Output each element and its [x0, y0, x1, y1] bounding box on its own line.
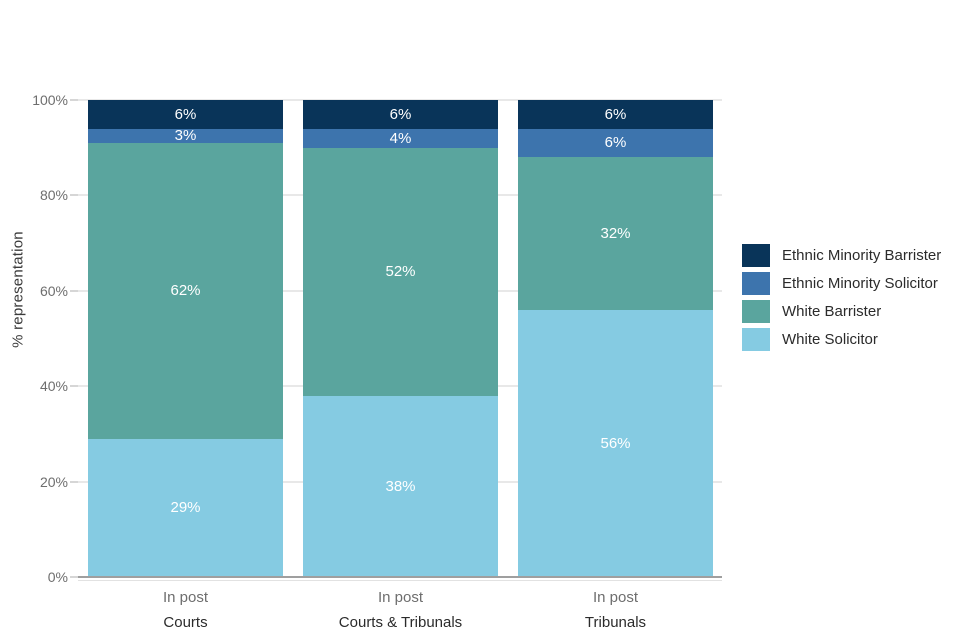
legend-swatch — [742, 244, 770, 267]
bar-segment-value: 6% — [604, 105, 627, 123]
x-axis-sublabel: In post — [377, 589, 424, 606]
legend-label: White Barrister — [782, 303, 882, 320]
x-axis-line-shadow — [78, 580, 722, 581]
y-tick-mark — [70, 289, 78, 292]
bar-segment-value: 32% — [600, 225, 631, 243]
bar-segment-value: 6% — [174, 105, 197, 123]
y-tick-mark — [70, 194, 78, 197]
bar-segment-value: 6% — [389, 105, 412, 123]
legend-label: Ethnic Minority Barrister — [782, 247, 942, 264]
y-tick-label: 0% — [47, 569, 68, 585]
y-tick-label: 80% — [39, 187, 68, 204]
bar-segment: 3% — [88, 127, 283, 145]
legend-item: Ethnic Minority Barrister — [742, 244, 941, 267]
bar-segment-value: 62% — [170, 282, 201, 300]
bar-segment-value: 3% — [174, 127, 197, 145]
bar-segment: 32% — [518, 157, 713, 310]
x-axis-sublabel: In post — [592, 589, 639, 606]
bar-segment: 62% — [88, 142, 283, 439]
x-axis-group-label: Tribunals — [584, 614, 647, 631]
y-tick-mark — [70, 385, 78, 388]
bar-segment: 6% — [88, 100, 283, 129]
x-axis-group-label: Courts & Tribunals — [338, 614, 463, 631]
bar-segment: 4% — [303, 128, 498, 148]
x-axis-sublabel: In post — [162, 589, 209, 606]
legend-label: White Solicitor — [782, 331, 878, 348]
legend: Ethnic Minority Barrister Ethnic Minority… — [742, 244, 941, 351]
bar-segment: 29% — [88, 438, 283, 577]
legend-item: White Solicitor — [742, 328, 941, 351]
legend-swatch — [742, 300, 770, 323]
bar-segment: 52% — [303, 147, 498, 396]
y-tick-mark — [70, 99, 78, 101]
bar-segment: 6% — [303, 100, 498, 129]
bar-segment-value: 38% — [385, 477, 416, 495]
bar-segment: 38% — [303, 395, 498, 577]
y-tick-label: 60% — [39, 282, 68, 299]
legend-swatch — [742, 328, 770, 351]
y-tick-label: 100% — [32, 92, 68, 108]
legend-swatch — [742, 272, 770, 295]
bar-segment: 6% — [518, 128, 713, 158]
bar-segment: 6% — [518, 100, 713, 129]
bar-segment: 56% — [518, 309, 713, 577]
legend-item: White Barrister — [742, 300, 941, 323]
y-tick-mark — [70, 576, 78, 578]
x-axis-line — [78, 576, 722, 578]
y-tick-mark — [70, 480, 78, 483]
bar-segment-value: 4% — [389, 129, 412, 147]
bar-segment-value: 56% — [600, 434, 631, 452]
y-tick-label: 40% — [39, 378, 68, 395]
y-tick-label: 20% — [39, 473, 68, 490]
legend-item: Ethnic Minority Solicitor — [742, 272, 941, 295]
bar-segment-value: 52% — [385, 263, 416, 281]
x-axis-group-label: Courts — [163, 614, 208, 631]
bar-segment-value: 6% — [604, 134, 627, 152]
bar-segment-value: 29% — [170, 499, 201, 517]
legend-label: Ethnic Minority Solicitor — [782, 275, 938, 292]
